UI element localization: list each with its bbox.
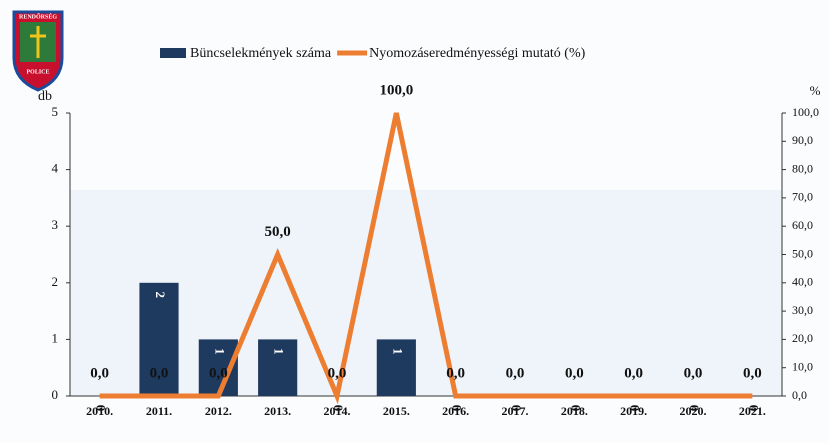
logo-bottom: POLICE [26, 69, 49, 75]
line-label: 50,0 [265, 224, 291, 240]
y2-tick-label: 90,0 [792, 133, 813, 147]
bar-label: 0 [331, 405, 346, 412]
y2-tick-label: 30,0 [792, 303, 813, 317]
y-tick-label: 4 [52, 161, 59, 176]
bar-label: 1 [390, 348, 405, 355]
line-label: 0,0 [506, 365, 525, 381]
logo-top: RENDŐRSÉG [19, 12, 57, 20]
line-label: 0,0 [90, 365, 109, 381]
bar-label: 0 [746, 405, 761, 412]
legend-swatch [160, 48, 186, 58]
bar-label: 1 [272, 348, 287, 355]
bar-label: 1 [212, 348, 227, 355]
y-tick-label: 2 [52, 274, 59, 289]
y2-tick-label: 70,0 [792, 190, 813, 204]
bar-label: 0 [509, 405, 524, 412]
y2-tick-label: 40,0 [792, 275, 813, 289]
line-label: 0,0 [328, 365, 347, 381]
bar-label: 2 [153, 292, 168, 299]
line-label: 0,0 [624, 365, 643, 381]
y2-tick-label: 60,0 [792, 218, 813, 232]
bar-label: 0 [94, 405, 109, 412]
y-tick-label: 0 [52, 387, 59, 402]
x-tick-label: 2012. [205, 404, 232, 418]
y2-tick-label: 20,0 [792, 331, 813, 345]
x-tick-label: 2013. [264, 404, 291, 418]
line-label: 0,0 [150, 365, 169, 381]
chart: RENDŐRSÉG POLICE db % 0123450,010,020,03… [0, 0, 829, 443]
y2-tick-label: 50,0 [792, 246, 813, 260]
y-tick-label: 5 [52, 104, 59, 119]
y-tick-label: 3 [52, 217, 59, 232]
y2-axis-label: % [810, 83, 821, 98]
y-tick-label: 1 [52, 330, 59, 345]
bar-label: 0 [687, 405, 702, 412]
x-tick-label: 2015. [383, 404, 410, 418]
x-tick-label: 2011. [146, 404, 172, 418]
bar-label: 0 [628, 405, 643, 412]
line-label: 100,0 [379, 82, 413, 98]
legend-label: Nyomozáseredményességi mutató (%) [369, 46, 585, 61]
line-label: 0,0 [565, 365, 584, 381]
y2-tick-label: 0,0 [792, 388, 807, 402]
line-label: 0,0 [684, 365, 703, 381]
y2-tick-label: 10,0 [792, 359, 813, 373]
line-label: 0,0 [446, 365, 465, 381]
line-label: 0,0 [209, 365, 228, 381]
y2-tick-label: 100,0 [792, 105, 819, 119]
legend-label: Büncselekmények száma [190, 46, 332, 61]
y-axis-label: db [38, 89, 52, 104]
logo: RENDŐRSÉG POLICE [14, 12, 62, 90]
y2-tick-label: 80,0 [792, 161, 813, 175]
bar-label: 0 [450, 405, 465, 412]
line-label: 0,0 [743, 365, 762, 381]
bar-label: 0 [568, 405, 583, 412]
